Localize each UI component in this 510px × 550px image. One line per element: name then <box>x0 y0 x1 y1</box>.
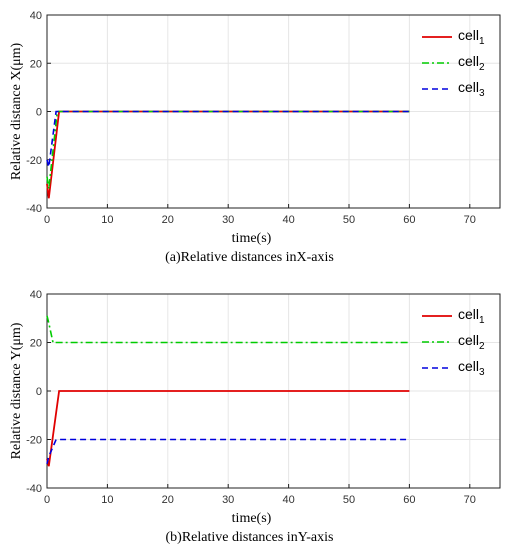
x-tick-label: 30 <box>222 214 234 226</box>
y-tick-label: -40 <box>26 483 42 495</box>
y-axis-label: Relative distance Y(μm) <box>9 322 24 459</box>
x-tick-label: 40 <box>282 214 294 226</box>
y-tick-label: 0 <box>36 107 42 119</box>
x-tick-label: 50 <box>343 214 355 226</box>
panel-caption: (a)Relative distances inX-axis <box>165 250 334 265</box>
x-tick-label: 70 <box>464 214 476 226</box>
y-tick-label: -20 <box>26 435 42 447</box>
y-tick-label: 20 <box>30 58 42 70</box>
legend-label-cell2: cell2 <box>458 332 485 352</box>
y-tick-label: 40 <box>30 289 42 301</box>
x-tick-label: 20 <box>162 214 174 226</box>
panel-caption: (b)Relative distances inY-axis <box>166 530 334 545</box>
x-tick-label: 0 <box>44 214 50 226</box>
legend-label-cell2: cell2 <box>458 53 485 73</box>
legend-label-cell1: cell1 <box>458 27 485 47</box>
x-tick-label: 50 <box>343 494 355 506</box>
series-line-cell2 <box>46 315 410 344</box>
x-tick-label: 40 <box>282 494 294 506</box>
x-axis-label: time(s) <box>232 231 272 246</box>
y-tick-label: -40 <box>26 203 42 215</box>
y-tick-label: 20 <box>30 338 42 350</box>
series-line-cell3 <box>46 438 410 464</box>
x-tick-label: 70 <box>464 494 476 506</box>
x-tick-label: 60 <box>403 214 415 226</box>
x-tick-label: 60 <box>403 494 415 506</box>
y-axis-label: Relative distance X(μm) <box>9 42 24 180</box>
legend-label-cell3: cell3 <box>458 79 485 99</box>
x-tick-label: 10 <box>101 494 113 506</box>
y-tick-label: -20 <box>26 155 42 167</box>
chart-panel-b: 0 10 20 30 40 50 60 70 -40 -20 0 20 40 cell1 cell2 cell… <box>9 289 501 545</box>
x-tick-label: 10 <box>101 214 113 226</box>
x-tick-label: 0 <box>44 494 50 506</box>
legend-label-cell3: cell3 <box>458 358 485 378</box>
x-tick-label: 30 <box>222 494 234 506</box>
y-tick-label: 40 <box>30 10 42 22</box>
x-tick-label: 20 <box>162 494 174 506</box>
series-line-cell3 <box>46 110 410 168</box>
legend-label-cell1: cell1 <box>458 306 485 326</box>
chart-panel-a: 0 10 20 30 40 50 60 70 -40 -20 0 20 40 cell1 cell2 cell… <box>9 10 501 265</box>
x-axis-label: time(s) <box>232 511 272 526</box>
y-tick-label: 0 <box>36 386 42 398</box>
